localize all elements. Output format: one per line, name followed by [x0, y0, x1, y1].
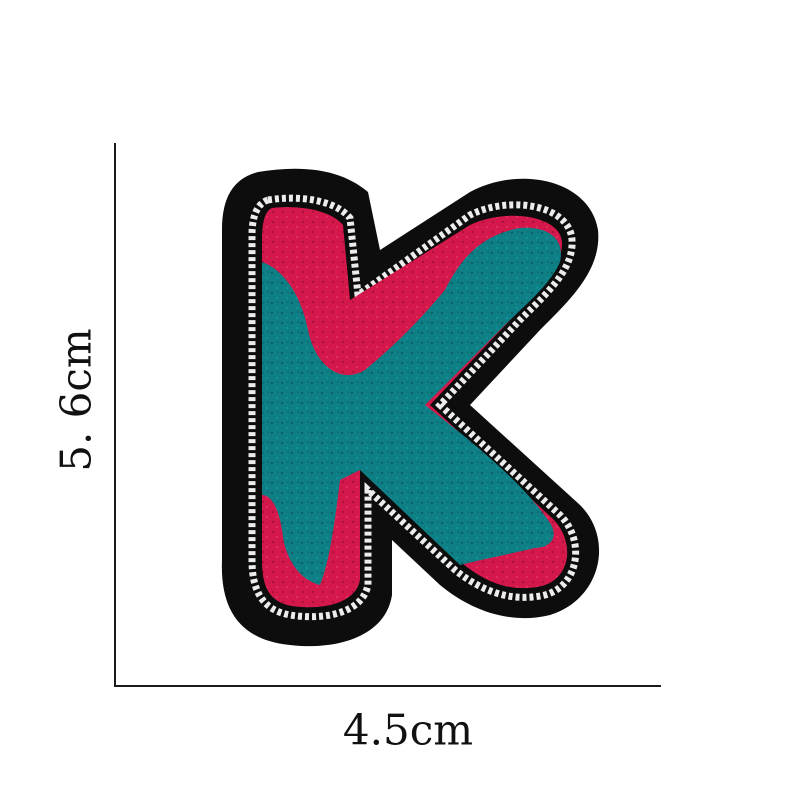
- stitch-outline: [248, 194, 579, 621]
- chenille-teal: [262, 227, 561, 586]
- width-dimension-label: 4.5cm: [342, 705, 474, 755]
- height-measure-line: [114, 143, 116, 686]
- width-measure-line: [114, 685, 661, 687]
